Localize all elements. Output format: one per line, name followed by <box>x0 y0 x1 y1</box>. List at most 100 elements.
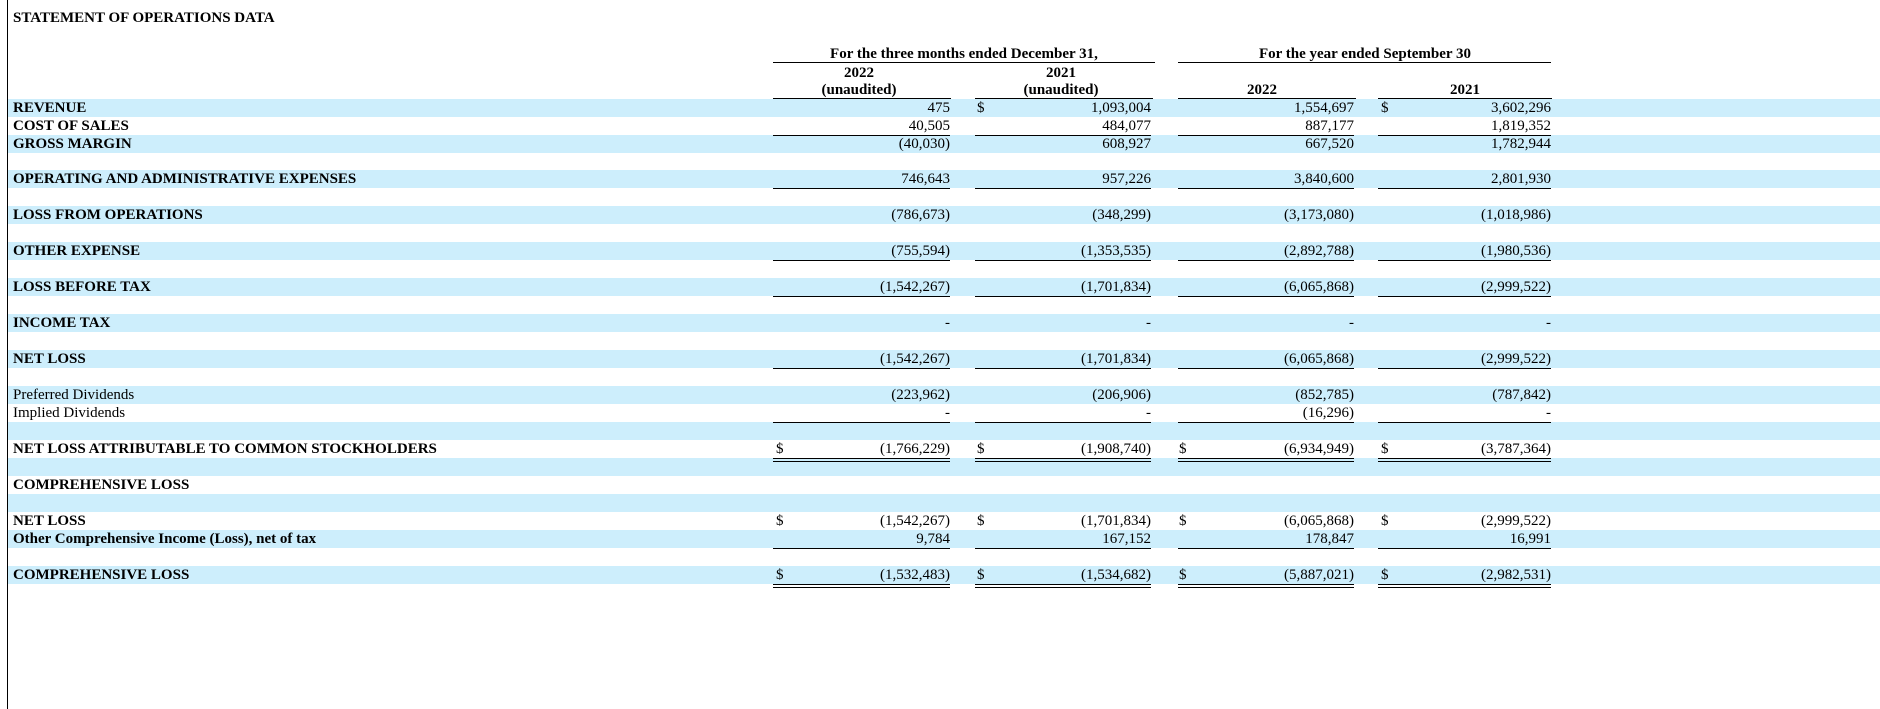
value-cell: $ (2,999,522) <box>1378 512 1551 530</box>
value: (2,999,522) <box>1481 351 1551 367</box>
table-row: COST OF SALES 40,505 484,077 887,177 1,819,3… <box>8 117 1880 136</box>
value: (16,296) <box>1302 405 1354 421</box>
value: (1,980,536) <box>1481 243 1551 259</box>
value: 957,226 <box>1102 171 1151 187</box>
underline <box>1378 422 1551 423</box>
row-band <box>8 386 1880 404</box>
value-cell: $ (6,934,949) <box>1178 440 1354 462</box>
value: (3,173,080) <box>1284 207 1354 223</box>
value-cell: - <box>1178 314 1354 332</box>
row-band <box>8 314 1880 332</box>
value: (755,594) <box>891 243 950 259</box>
value: (40,030) <box>898 136 950 152</box>
table-row: Implied Dividends - - (16,296) - <box>8 404 1880 423</box>
currency-symbol: $ <box>776 441 784 457</box>
value: (6,934,949) <box>1284 441 1354 457</box>
col1-year: 2022 <box>844 65 874 81</box>
currency-symbol: $ <box>1381 441 1389 457</box>
row-label: GROSS MARGIN <box>13 136 132 152</box>
table-row: OTHER EXPENSE (755,594) (1,353,535) (2,892,… <box>8 242 1880 261</box>
currency-symbol: $ <box>977 513 985 529</box>
value: (1,534,682) <box>1081 567 1151 583</box>
value-cell: $ (1,908,740) <box>975 440 1151 462</box>
row-band <box>8 170 1880 188</box>
double-underline <box>1178 584 1354 588</box>
col4-year: 2021 <box>1450 82 1480 98</box>
underline <box>773 188 950 189</box>
value-cell: (6,065,868) <box>1178 278 1354 297</box>
value: (1,532,483) <box>880 567 950 583</box>
value: - <box>1546 405 1551 421</box>
value: (2,999,522) <box>1481 279 1551 295</box>
col2-year: 2021 <box>1046 65 1076 81</box>
value-cell: 1,554,697 <box>1178 99 1354 117</box>
underline <box>975 188 1151 189</box>
table-row: GROSS MARGIN (40,030) 608,927 667,520 1,782,… <box>8 135 1880 153</box>
underline <box>1178 260 1354 261</box>
underline <box>975 422 1151 423</box>
row-label: COMPREHENSIVE LOSS <box>13 477 190 493</box>
col1-note: (unaudited) <box>821 82 897 98</box>
currency-symbol: $ <box>1179 441 1187 457</box>
table-row: LOSS FROM OPERATIONS (786,673) (348,299) (3… <box>8 206 1880 224</box>
row-label: LOSS BEFORE TAX <box>13 279 151 295</box>
underline <box>773 548 950 549</box>
underline <box>1178 548 1354 549</box>
value-cell: (787,842) <box>1378 386 1551 404</box>
currency-symbol: $ <box>1179 513 1187 529</box>
value-cell: (348,299) <box>975 206 1151 224</box>
row-label: COMPREHENSIVE LOSS <box>13 567 190 583</box>
currency-symbol: $ <box>977 100 985 116</box>
row-label: Other Comprehensive Income (Loss), net o… <box>13 531 317 547</box>
underline <box>1378 296 1551 297</box>
double-underline <box>975 584 1151 588</box>
row-label: OPERATING AND ADMINISTRATIVE EXPENSES <box>13 171 357 187</box>
value-cell: $ (1,701,834) <box>975 512 1151 530</box>
value: (6,065,868) <box>1284 279 1354 295</box>
value-cell: 667,520 <box>1178 135 1354 153</box>
currency-symbol: $ <box>1381 513 1389 529</box>
value: (2,982,531) <box>1481 567 1551 583</box>
value-cell: (2,999,522) <box>1378 278 1551 297</box>
underline <box>1378 188 1551 189</box>
value-cell: (1,353,535) <box>975 242 1151 261</box>
double-underline <box>1378 584 1551 588</box>
value-cell: 1,819,352 <box>1378 117 1551 136</box>
value: 3,840,600 <box>1294 171 1354 187</box>
value: (787,842) <box>1492 387 1551 403</box>
value: (2,892,788) <box>1284 243 1354 259</box>
double-underline <box>1178 458 1354 462</box>
value-cell: $ (1,766,229) <box>773 440 950 462</box>
row-band <box>8 422 1880 440</box>
value-cell: $3,602,296 <box>1378 99 1551 117</box>
row-label: OTHER EXPENSE <box>13 243 141 259</box>
underline <box>1178 188 1354 189</box>
value-cell: - <box>1378 404 1551 423</box>
value-cell: $ (1,532,483) <box>773 566 950 588</box>
value: 2,801,930 <box>1491 171 1551 187</box>
value-cell: $ (2,982,531) <box>1378 566 1551 588</box>
value-cell: $ (1,542,267) <box>773 512 950 530</box>
value: (6,065,868) <box>1284 513 1354 529</box>
col2-underline <box>975 98 1153 99</box>
value-cell: (206,906) <box>975 386 1151 404</box>
value-cell: (1,542,267) <box>773 350 950 369</box>
underline <box>975 548 1151 549</box>
underline <box>773 296 950 297</box>
value-cell: $ (6,065,868) <box>1178 512 1354 530</box>
double-underline <box>975 458 1151 462</box>
value-cell: 2,801,930 <box>1378 170 1551 189</box>
left-border <box>7 0 8 709</box>
value-cell: (1,018,986) <box>1378 206 1551 224</box>
double-underline <box>773 584 950 588</box>
value: - <box>1146 315 1151 331</box>
value: (348,299) <box>1092 207 1151 223</box>
value-cell: - <box>773 404 950 423</box>
table-row: NET LOSS $ (1,542,267) $ (1,701,834) $ (6,065,… <box>8 512 1880 530</box>
row-label: LOSS FROM OPERATIONS <box>13 207 203 223</box>
value-cell: 484,077 <box>975 117 1151 136</box>
value-cell: 887,177 <box>1178 117 1354 136</box>
value-cell <box>773 476 950 494</box>
row-label: COST OF SALES <box>13 118 129 134</box>
table-row: COMPREHENSIVE LOSS <box>8 476 1880 494</box>
